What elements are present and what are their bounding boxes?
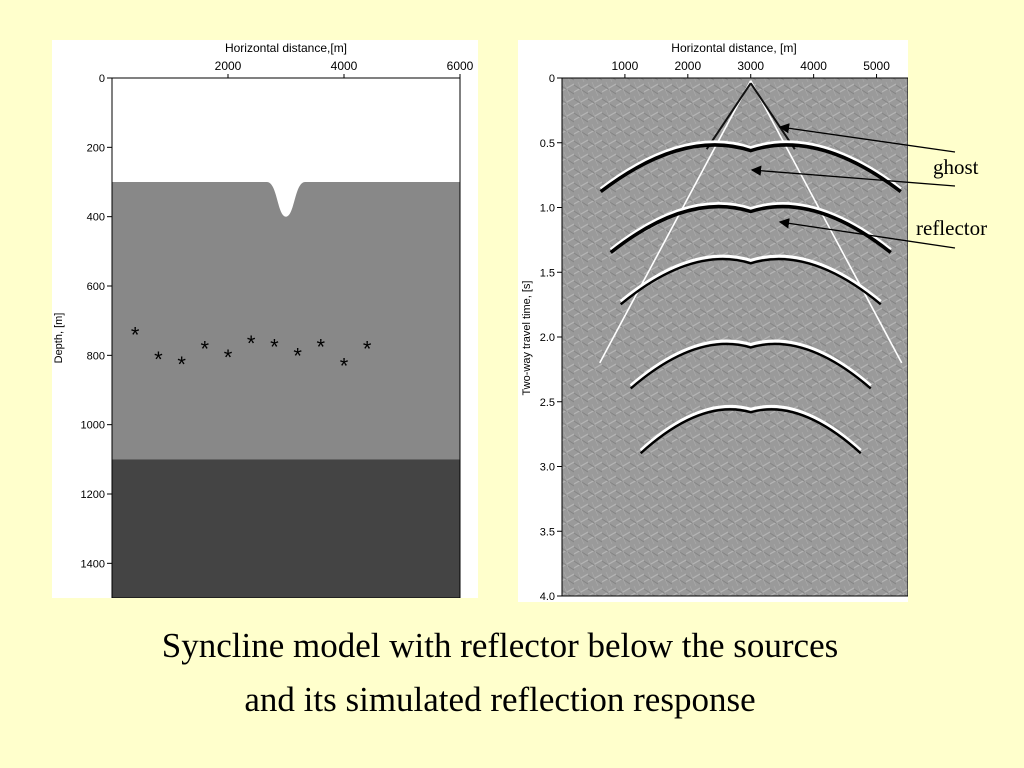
response-y-tick-label: 2.0 bbox=[540, 332, 555, 344]
response-y-ticks: 0 0.5 1.0 1.5 2.0 2.5 3.0 3.5 4.0 bbox=[540, 73, 562, 603]
source-marker: * bbox=[247, 331, 256, 356]
model-y-tick-label: 200 bbox=[87, 142, 105, 154]
response-y-tick-label: 1.5 bbox=[540, 267, 555, 279]
source-marker: * bbox=[177, 352, 186, 377]
reflector-annotation: reflector bbox=[916, 216, 988, 240]
response-x-tick-label: 1000 bbox=[612, 59, 639, 73]
reflection-event bbox=[629, 342, 872, 390]
model-panel: * * * * * * * * * * * 2000 4000 6000 0 200 400 600 800 10… bbox=[52, 40, 478, 599]
model-y-tick-label: 400 bbox=[87, 212, 105, 224]
response-x-tick-label: 3000 bbox=[737, 59, 764, 73]
response-x-tick-label: 2000 bbox=[674, 59, 701, 73]
seismic-events bbox=[599, 80, 903, 455]
source-marker: * bbox=[131, 323, 140, 348]
caption-line-2: and its simulated reflection response bbox=[244, 680, 756, 719]
event-white bbox=[639, 404, 862, 452]
source-marker: * bbox=[363, 336, 372, 361]
caption-line-1: Syncline model with reflector below the … bbox=[161, 626, 839, 665]
syncline-layer bbox=[112, 182, 460, 460]
response-x-ticks: 1000 2000 3000 4000 5000 bbox=[612, 59, 890, 78]
model-plot: * * * * * * * * * * * 2000 4000 6000 0 200 400 600 800 10… bbox=[53, 41, 474, 599]
source-marker: * bbox=[340, 354, 349, 379]
model-y-tick-label: 1000 bbox=[81, 420, 105, 432]
response-x-tick-label: 4000 bbox=[800, 59, 827, 73]
source-marker: * bbox=[154, 347, 163, 372]
model-y-tick-label: 800 bbox=[87, 350, 105, 362]
model-y-tick-label: 600 bbox=[87, 281, 105, 293]
seismic-section bbox=[562, 78, 908, 596]
model-y-tick-label: 1400 bbox=[81, 558, 105, 570]
response-x-axis-label: Horizontal distance, [m] bbox=[671, 41, 796, 55]
direct-wave-left bbox=[599, 80, 752, 364]
response-y-tick-label: 3.0 bbox=[540, 462, 555, 474]
source-marker: * bbox=[293, 343, 302, 368]
model-x-tick-label: 2000 bbox=[215, 59, 242, 73]
response-y-tick-label: 4.0 bbox=[540, 591, 555, 602]
response-panel: 1000 2000 3000 4000 5000 0 0.5 1.0 1.5 2.0 2.5 3.0… bbox=[518, 40, 909, 603]
source-markers: * * * * * * * * * * * bbox=[131, 323, 372, 379]
model-y-tick-label: 0 bbox=[99, 73, 105, 85]
model-y-axis-label: Depth, [m] bbox=[53, 313, 65, 364]
apex-left bbox=[705, 82, 752, 150]
ghost-arrow-2 bbox=[750, 165, 956, 187]
response-y-tick-label: 2.5 bbox=[540, 397, 555, 409]
response-y-axis-label: Two-way travel time, [s] bbox=[521, 281, 533, 396]
model-x-axis-label: Horizontal distance,[m] bbox=[225, 41, 347, 55]
response-y-tick-label: 0 bbox=[549, 73, 555, 85]
reflection-event bbox=[609, 204, 892, 254]
apex-right bbox=[749, 82, 796, 150]
source-marker: * bbox=[270, 335, 279, 360]
ghost-annotation: ghost bbox=[933, 155, 979, 179]
response-plot: 1000 2000 3000 4000 5000 0 0.5 1.0 1.5 2.0 2.5 3.0… bbox=[521, 41, 909, 603]
model-x-ticks: 2000 4000 6000 bbox=[215, 59, 474, 78]
event-white bbox=[599, 140, 902, 190]
response-y-tick-label: 3.5 bbox=[540, 526, 555, 538]
reflection-event bbox=[619, 257, 882, 306]
response-x-tick-label: 5000 bbox=[863, 59, 890, 73]
model-y-ticks: 0 200 400 600 800 1000 1200 1400 bbox=[81, 73, 112, 570]
event-white bbox=[619, 254, 882, 303]
reflection-event bbox=[599, 143, 902, 194]
ghost-arrow-1 bbox=[778, 123, 956, 153]
reflection-event bbox=[639, 408, 862, 455]
event-white bbox=[629, 339, 872, 387]
model-x-tick-label: 4000 bbox=[331, 59, 358, 73]
response-y-tick-label: 0.5 bbox=[540, 138, 555, 150]
event-white bbox=[609, 202, 892, 251]
model-y-tick-label: 1200 bbox=[81, 489, 105, 501]
source-marker: * bbox=[317, 335, 326, 360]
model-x-tick-label: 6000 bbox=[447, 59, 474, 73]
source-marker: * bbox=[224, 345, 233, 370]
response-y-tick-label: 1.0 bbox=[540, 203, 555, 215]
reflector-arrow bbox=[778, 218, 956, 249]
source-marker: * bbox=[201, 336, 210, 361]
deep-layer bbox=[112, 459, 460, 598]
model-layers bbox=[112, 78, 460, 598]
direct-wave-right bbox=[750, 80, 903, 364]
